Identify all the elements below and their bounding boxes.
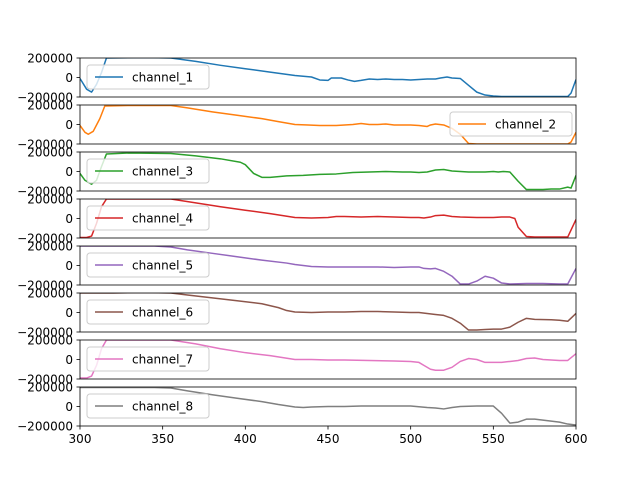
y-tick-label: 200000 (27, 334, 73, 348)
legend-channel_3: channel_3 (86, 158, 210, 184)
y-tick-label: 0 (65, 71, 73, 85)
subplot-channel_6: 200000 0 −200000 channel_6 (17, 287, 577, 340)
legend-channel_8: channel_8 (86, 393, 210, 419)
legend-label: channel_6 (132, 306, 193, 320)
legend-channel_6: channel_6 (86, 299, 210, 325)
legend-channel_4: channel_4 (86, 205, 210, 231)
legend-channel_1: channel_1 (86, 64, 210, 90)
x-tick-label: 400 (234, 432, 257, 446)
legend-box (86, 346, 210, 372)
legend-box (449, 111, 573, 137)
series-line-channel_8 (80, 387, 576, 426)
y-tick-label: 200000 (27, 287, 73, 301)
y-tick-label: 0 (65, 212, 73, 226)
subplot-channel_3: 200000 0 −200000 channel_3 (17, 146, 577, 199)
y-tick-label: 0 (65, 118, 73, 132)
y-tick-label: −200000 (17, 91, 73, 105)
x-tick-label: 600 (565, 432, 588, 446)
legend-label: channel_7 (132, 353, 193, 367)
y-tick-label: −200000 (17, 232, 73, 246)
y-tick-label: 0 (65, 306, 73, 320)
y-tick-label: 200000 (27, 99, 73, 113)
subplot-channel_2: 200000 0 −200000 channel_2 (17, 99, 577, 152)
legend-label: channel_2 (495, 118, 556, 132)
x-tick-label: 500 (399, 432, 422, 446)
series-line-channel_1 (80, 58, 576, 97)
legend-label: channel_8 (132, 400, 193, 414)
y-tick-label: −200000 (17, 138, 73, 152)
legend-box (86, 252, 210, 278)
subplot-channel_8: 200000 0 −200000 channel_8 300 350 400 450 500 55… (17, 381, 587, 447)
series-line-channel_6 (80, 293, 576, 331)
y-tick-label: 200000 (27, 381, 73, 395)
x-tick-label: 300 (69, 432, 92, 446)
y-tick-label: −200000 (17, 420, 73, 434)
legend-channel_5: channel_5 (86, 252, 210, 278)
y-tick-label: −200000 (17, 326, 73, 340)
legend-box (86, 299, 210, 325)
y-tick-label: 200000 (27, 146, 73, 160)
x-tick-label: 350 (151, 432, 174, 446)
y-tick-label: 0 (65, 165, 73, 179)
subplot-channel_7: 200000 0 −200000 channel_7 (17, 334, 577, 387)
y-tick-label: 0 (65, 400, 73, 414)
series-line-channel_2 (80, 105, 576, 144)
y-tick-label: 0 (65, 259, 73, 273)
legend-label: channel_5 (132, 259, 193, 273)
y-tick-label: −200000 (17, 279, 73, 293)
legend-channel_2: channel_2 (449, 111, 573, 137)
y-tick-label: 200000 (27, 193, 73, 207)
legend-box (86, 158, 210, 184)
series-line-channel_5 (80, 246, 576, 285)
y-tick-label: 200000 (27, 52, 73, 66)
series-line-channel_3 (80, 152, 576, 191)
series-line-channel_4 (80, 199, 576, 238)
y-tick-label: −200000 (17, 373, 73, 387)
legend-label: channel_3 (132, 165, 193, 179)
legend-channel_7: channel_7 (86, 346, 210, 372)
y-tick-label: 0 (65, 353, 73, 367)
legend-label: channel_1 (132, 71, 193, 85)
subplot-channel_4: 200000 0 −200000 channel_4 (17, 193, 577, 246)
subplot-channel_5: 200000 0 −200000 channel_5 (17, 240, 577, 293)
legend-box (86, 64, 210, 90)
y-tick-label: −200000 (17, 185, 73, 199)
x-tick-label: 550 (482, 432, 505, 446)
legend-box (86, 205, 210, 231)
x-tick-label: 450 (317, 432, 340, 446)
legend-label: channel_4 (132, 212, 193, 226)
legend-box (86, 393, 210, 419)
y-tick-label: 200000 (27, 240, 73, 254)
series-line-channel_7 (80, 340, 576, 379)
subplot-channel_1: 200000 0 −200000 channel_1 (17, 52, 577, 105)
